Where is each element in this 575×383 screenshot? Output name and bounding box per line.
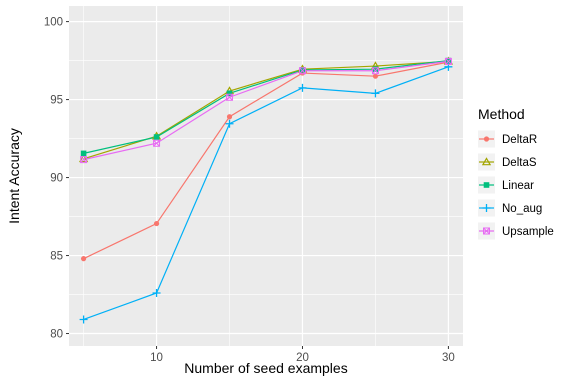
series-markers	[78, 56, 454, 324]
legend-label-deltar: DeltaR	[502, 134, 537, 146]
data-point-no-aug	[298, 83, 307, 92]
x-tick-label: 30	[442, 352, 455, 364]
legend-label-upsample: Upsample	[502, 226, 554, 238]
legend-items: DeltaR DeltaS Linear No_aug Upsample	[478, 130, 554, 240]
legend-label-linear: Linear	[502, 180, 534, 192]
data-point-upsample	[444, 57, 452, 65]
data-point-linear	[445, 57, 452, 64]
legend-item-deltas: DeltaS	[478, 153, 537, 171]
legend-item-linear: Linear	[478, 176, 534, 194]
legend-item-no-aug: No_aug	[478, 199, 542, 217]
y-tick-label: 100	[44, 17, 63, 29]
data-point-no-aug	[152, 288, 161, 297]
series-line-no-aug	[83, 66, 449, 321]
data-point-deltar	[153, 220, 160, 227]
series-line-linear	[83, 59, 449, 154]
legend-label-no-aug: No_aug	[502, 203, 542, 215]
data-point-linear	[372, 66, 379, 72]
legend-marker-no-aug	[482, 204, 491, 212]
series-lines	[83, 59, 449, 321]
legend-item-deltar: DeltaR	[478, 130, 537, 148]
data-point-no-aug	[79, 315, 88, 324]
legend-label-deltas: DeltaS	[502, 157, 537, 169]
data-point-upsample	[153, 139, 161, 147]
legend-title: Method	[478, 106, 525, 122]
legend-marker-deltas	[481, 157, 492, 166]
legend-marker-linear	[483, 182, 490, 188]
y-tick-label: 90	[50, 173, 63, 185]
y-tick-label: 85	[50, 251, 63, 263]
data-point-linear	[299, 67, 306, 73]
axes: 80 85 90 95 100 10 20 30	[44, 17, 455, 364]
legend-marker-upsample	[483, 227, 490, 235]
data-point-upsample	[298, 67, 306, 75]
data-point-upsample	[371, 67, 379, 75]
x-axis-title: Number of seed examples	[184, 360, 347, 376]
legend-marker-deltar	[483, 136, 490, 142]
data-point-linear	[153, 134, 160, 140]
data-point-upsample	[226, 93, 234, 101]
y-tick-label: 80	[50, 329, 63, 341]
legend-item-upsample: Upsample	[478, 222, 554, 240]
data-point-linear	[226, 90, 233, 97]
data-point-deltar	[226, 114, 233, 120]
data-point-upsample	[80, 156, 88, 164]
y-tick-label: 95	[50, 95, 63, 107]
data-point-no-aug	[225, 119, 234, 128]
x-tick-label: 20	[296, 352, 309, 364]
series-line-deltar	[83, 61, 449, 260]
plot-panel	[69, 6, 463, 346]
data-point-deltar	[80, 256, 87, 262]
x-tick-label: 10	[150, 352, 163, 364]
data-point-no-aug	[371, 89, 380, 98]
y-axis-title: Intent Accuracy	[6, 128, 22, 224]
series-line-upsample	[83, 60, 449, 161]
legend: Method DeltaR DeltaS Linear No_aug Upsample	[478, 106, 554, 240]
data-point-linear	[80, 150, 87, 157]
data-point-deltar	[372, 73, 379, 79]
